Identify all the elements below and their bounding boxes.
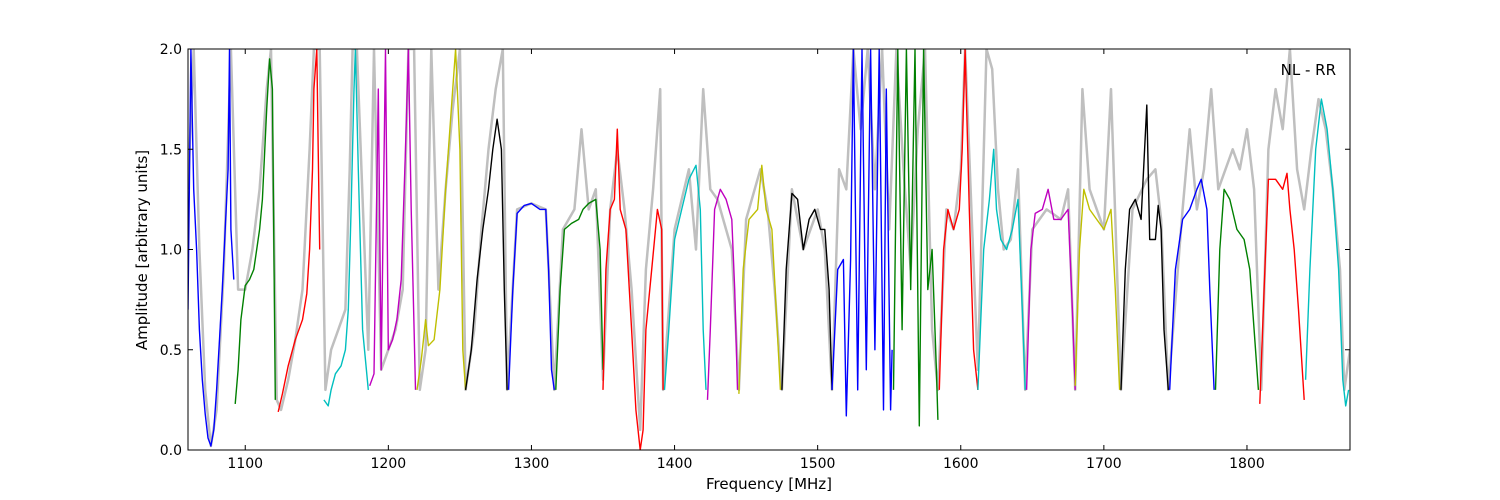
- series-line-25: [1304, 98, 1350, 407]
- series-line-17: [938, 49, 979, 390]
- series-line-23: [1214, 188, 1260, 390]
- series-line-2: [234, 58, 276, 404]
- series-line-14: [781, 192, 833, 390]
- x-tick-label: 1600: [943, 456, 979, 472]
- x-tick-label: 1700: [1086, 456, 1122, 472]
- series-line-24: [1259, 172, 1305, 404]
- series-line-22: [1169, 178, 1215, 390]
- series-line-8: [507, 202, 555, 390]
- series-layer: [188, 49, 1350, 450]
- y-axis-label: Amplitude [arbitrary units]: [133, 150, 151, 350]
- x-tick-label: 1500: [800, 456, 836, 472]
- y-tick-label: 0.0: [160, 443, 182, 459]
- series-line-7: [464, 118, 508, 390]
- series-line-9: [555, 198, 604, 390]
- y-tick-label: 1.0: [160, 243, 182, 259]
- series-line-5: [369, 49, 417, 390]
- y-tick-label: 0.5: [160, 343, 182, 359]
- series-line-4: [323, 49, 369, 407]
- x-tick-label: 1200: [371, 456, 407, 472]
- series-line-15: [831, 49, 893, 417]
- x-tick-label: 1800: [1229, 456, 1265, 472]
- x-axis-label: Frequency [MHz]: [706, 475, 832, 493]
- series-line-10: [602, 128, 664, 450]
- series-line-21: [1120, 104, 1169, 390]
- series-line-1: [188, 49, 235, 447]
- series-line-18: [977, 148, 1026, 390]
- series-line-13: [738, 164, 782, 394]
- series-line-11: [663, 164, 707, 390]
- series-line-20: [1074, 188, 1121, 390]
- y-tick-label: 1.5: [160, 142, 182, 158]
- y-tick-label: 2.0: [160, 42, 182, 58]
- series-line-19: [1025, 188, 1076, 390]
- series-line-12: [706, 188, 739, 400]
- plot-area: [187, 48, 1351, 451]
- chart-annotation: NL - RR: [1281, 61, 1336, 79]
- x-tick-label: 1100: [227, 456, 263, 472]
- series-line-3: [277, 49, 321, 413]
- series-line-16: [892, 49, 939, 427]
- x-tick-label: 1400: [657, 456, 693, 472]
- ticks-layer: 1100 1200 1300 1400 1500 1600 1700 1800 0.0 0.5 1.…: [160, 42, 1350, 472]
- series-line-6: [416, 49, 467, 390]
- x-tick-label: 1300: [514, 456, 550, 472]
